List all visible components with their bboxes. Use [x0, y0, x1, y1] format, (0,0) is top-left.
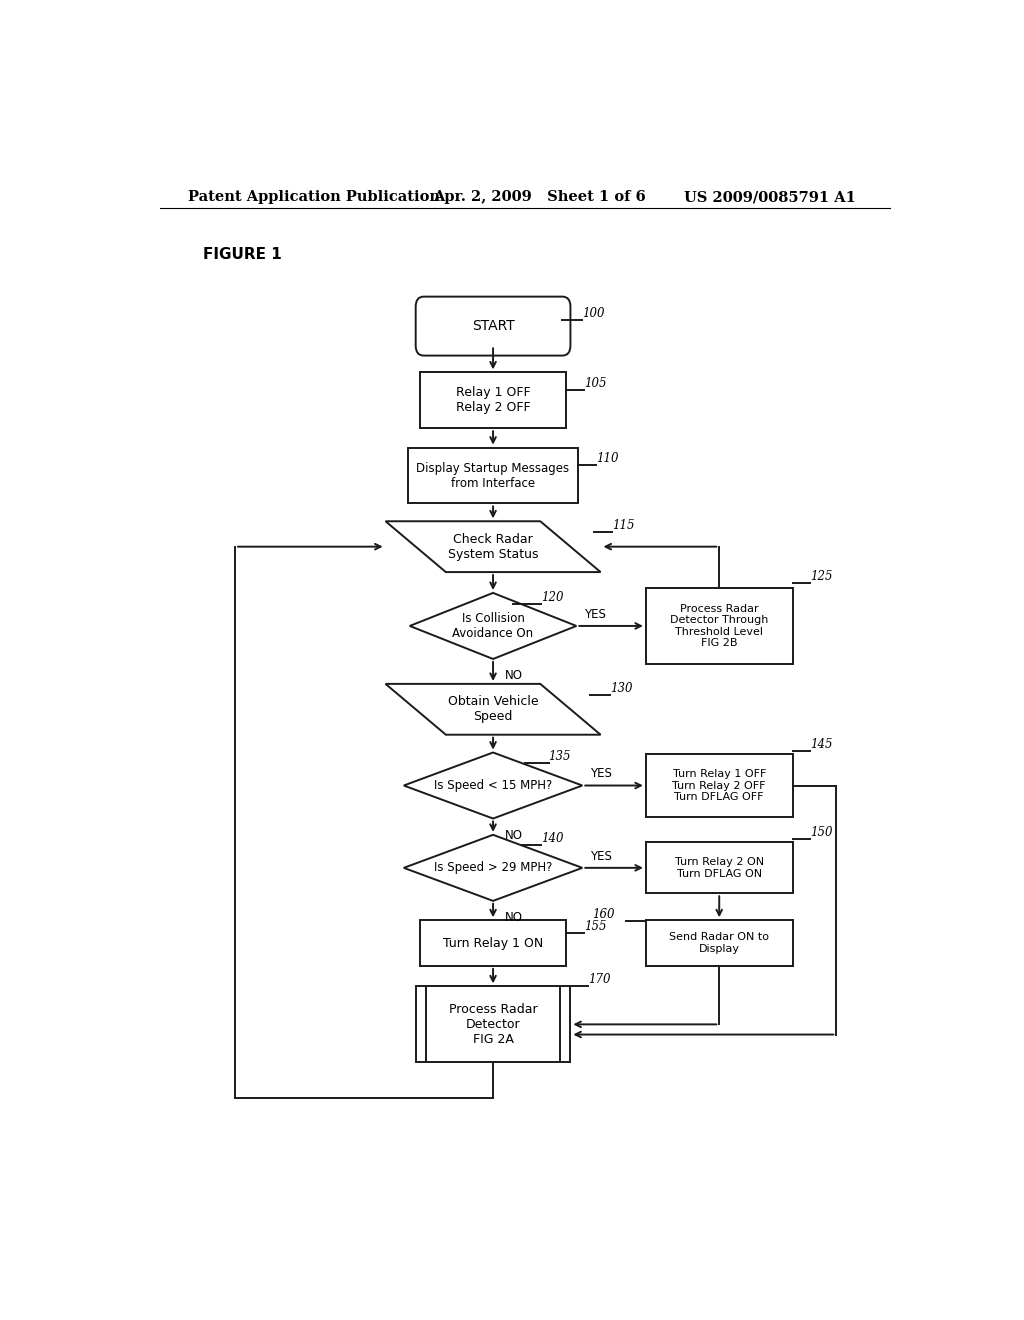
Text: 170: 170	[588, 973, 610, 986]
Text: 105: 105	[584, 378, 606, 391]
Text: 100: 100	[583, 308, 605, 319]
Text: Is Speed < 15 MPH?: Is Speed < 15 MPH?	[434, 779, 552, 792]
Text: NO: NO	[505, 829, 523, 842]
Text: 125: 125	[810, 570, 833, 583]
Bar	[420, 920, 566, 966]
Bar	[646, 587, 793, 664]
Bar	[646, 842, 793, 894]
Text: Display Startup Messages
from Interface: Display Startup Messages from Interface	[417, 462, 569, 490]
Text: Obtain Vehicle
Speed: Obtain Vehicle Speed	[447, 696, 539, 723]
Text: 155: 155	[584, 920, 606, 933]
Text: FIGURE 1: FIGURE 1	[204, 247, 283, 263]
Text: NO: NO	[505, 669, 523, 682]
Text: Turn Relay 1 OFF
Turn Relay 2 OFF
Turn DFLAG OFF: Turn Relay 1 OFF Turn Relay 2 OFF Turn D…	[673, 770, 766, 803]
Text: YES: YES	[585, 607, 606, 620]
Polygon shape	[410, 593, 577, 659]
Text: Turn Relay 1 ON: Turn Relay 1 ON	[443, 937, 543, 949]
Text: Patent Application Publication: Patent Application Publication	[187, 190, 439, 205]
Text: Process Radar
Detector Through
Threshold Level
FIG 2B: Process Radar Detector Through Threshold…	[670, 603, 768, 648]
Bar	[646, 754, 793, 817]
Text: US 2009/0085791 A1: US 2009/0085791 A1	[684, 190, 855, 205]
Text: YES: YES	[590, 767, 612, 780]
Text: 120: 120	[541, 590, 563, 603]
FancyBboxPatch shape	[416, 297, 570, 355]
Text: Relay 1 OFF
Relay 2 OFF: Relay 1 OFF Relay 2 OFF	[456, 387, 530, 414]
Text: NO: NO	[505, 911, 523, 924]
Text: 160: 160	[592, 908, 614, 921]
Text: START: START	[472, 319, 514, 333]
Text: Check Radar
System Status: Check Radar System Status	[447, 533, 539, 561]
Text: Is Collision
Avoidance On: Is Collision Avoidance On	[453, 612, 534, 640]
Text: Turn Relay 2 ON
Turn DFLAG ON: Turn Relay 2 ON Turn DFLAG ON	[675, 857, 764, 879]
Bar	[416, 986, 570, 1063]
Text: Is Speed > 29 MPH?: Is Speed > 29 MPH?	[434, 862, 552, 874]
Bar	[420, 372, 566, 428]
Bar	[646, 920, 793, 966]
Bar	[408, 447, 579, 503]
Text: 145: 145	[810, 738, 833, 751]
Polygon shape	[385, 684, 601, 735]
Polygon shape	[403, 834, 583, 900]
Text: 150: 150	[810, 826, 833, 840]
Text: YES: YES	[590, 850, 612, 863]
Text: 110: 110	[596, 453, 618, 466]
Text: Send Radar ON to
Display: Send Radar ON to Display	[670, 932, 769, 954]
Text: 115: 115	[611, 520, 634, 532]
Text: 140: 140	[541, 833, 563, 846]
Polygon shape	[385, 521, 601, 572]
Text: Apr. 2, 2009   Sheet 1 of 6: Apr. 2, 2009 Sheet 1 of 6	[433, 190, 646, 205]
Text: Process Radar
Detector
FIG 2A: Process Radar Detector FIG 2A	[449, 1003, 538, 1045]
Text: 130: 130	[610, 682, 633, 696]
Polygon shape	[403, 752, 583, 818]
Text: 135: 135	[549, 750, 571, 763]
